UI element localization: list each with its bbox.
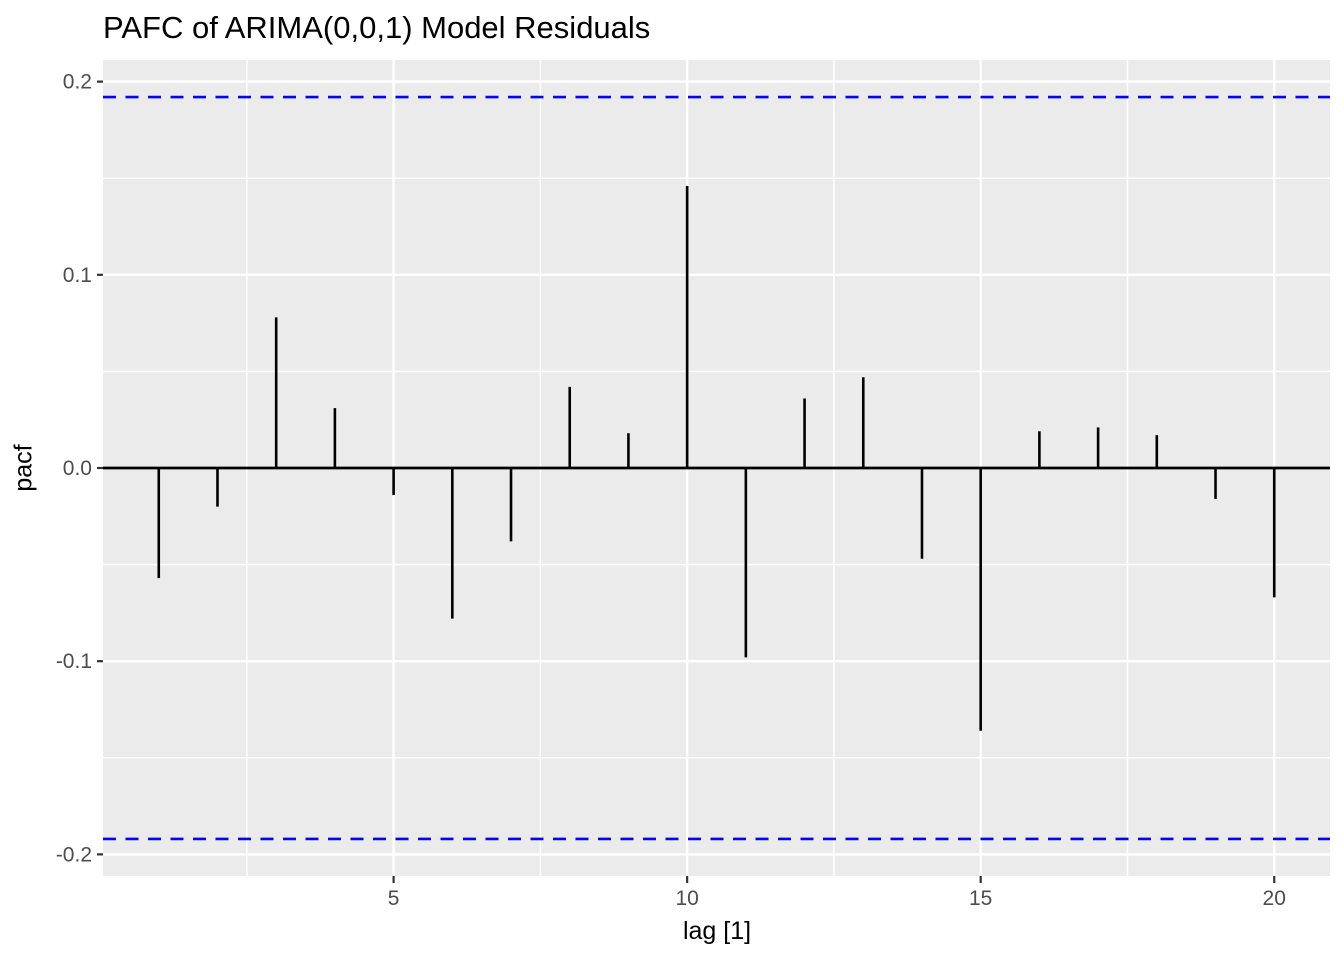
x-tick-label: 15 <box>969 887 992 910</box>
y-tick-labels: 0.2 0.1 0.0 -0.1 -0.2 <box>56 71 92 867</box>
y-tick-label: -0.1 <box>56 650 92 673</box>
y-tick-label: 0.0 <box>63 457 92 480</box>
y-axis-title: pacf <box>9 444 38 492</box>
x-axis-title: lag [1] <box>682 917 752 945</box>
pacf-bars <box>157 185 1276 731</box>
y-tick-label: 0.1 <box>63 264 92 287</box>
x-tick-labels: 5 10 15 20 <box>388 887 1286 910</box>
x-tick-label: 10 <box>675 887 698 910</box>
x-tick-label: 20 <box>1263 887 1286 910</box>
axis-tick-marks <box>97 80 1276 883</box>
x-tick-label: 5 <box>388 887 400 910</box>
chart-title: PAFC of ARIMA(0,0,1) Model Residuals <box>103 10 651 45</box>
y-tick-label: -0.2 <box>56 843 92 866</box>
y-tick-label: 0.2 <box>63 71 92 94</box>
